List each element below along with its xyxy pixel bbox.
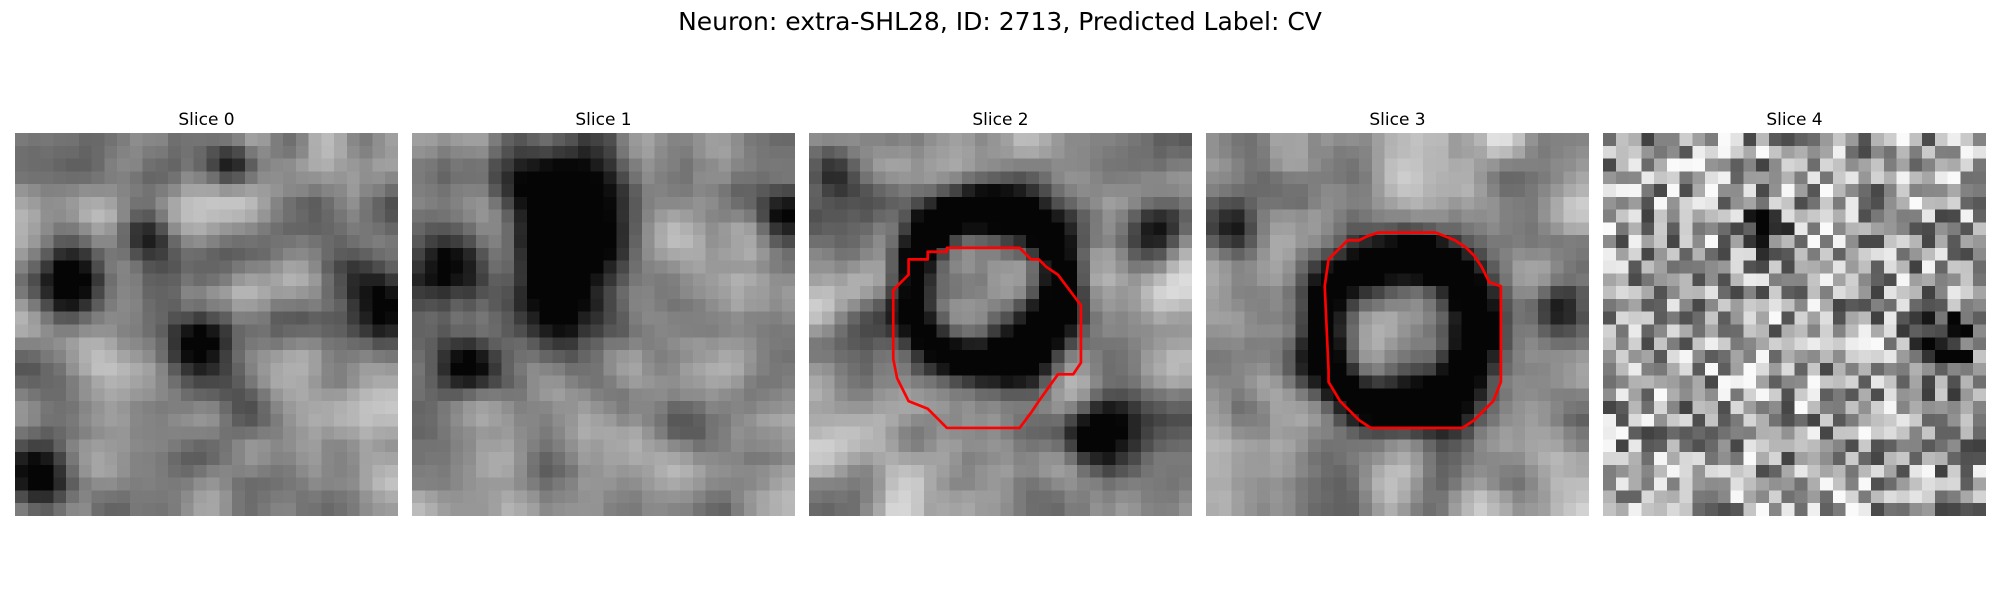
slice-image <box>412 133 795 516</box>
slice-image <box>15 133 398 516</box>
slice-title: Slice 1 <box>575 110 632 130</box>
slice-image <box>809 133 1192 516</box>
slice-title: Slice 2 <box>972 110 1029 130</box>
red-contour-outline <box>1323 231 1503 430</box>
contour-overlay <box>1323 231 1503 430</box>
contour-overlay <box>891 246 1083 430</box>
slice-panel-2: Slice 2 <box>809 107 1192 516</box>
slice-panel-1: Slice 1 <box>412 107 795 516</box>
slice-title: Slice 3 <box>1369 110 1426 130</box>
contour-overlay <box>15 133 398 516</box>
slice-title: Slice 0 <box>178 110 235 130</box>
slice-image <box>1206 133 1589 516</box>
red-contour-outline <box>891 246 1083 430</box>
contour-overlay <box>412 133 795 516</box>
figure-title: Neuron: extra-SHL28, ID: 2713, Predicted… <box>678 7 1322 36</box>
slice-panel-4: Slice 4 <box>1603 107 1986 516</box>
slice-image <box>1603 133 1986 516</box>
slice-title: Slice 4 <box>1766 110 1823 130</box>
contour-overlay <box>1603 133 1986 516</box>
slice-panel-3: Slice 3 <box>1206 107 1589 516</box>
slice-panel-0: Slice 0 <box>15 107 398 516</box>
